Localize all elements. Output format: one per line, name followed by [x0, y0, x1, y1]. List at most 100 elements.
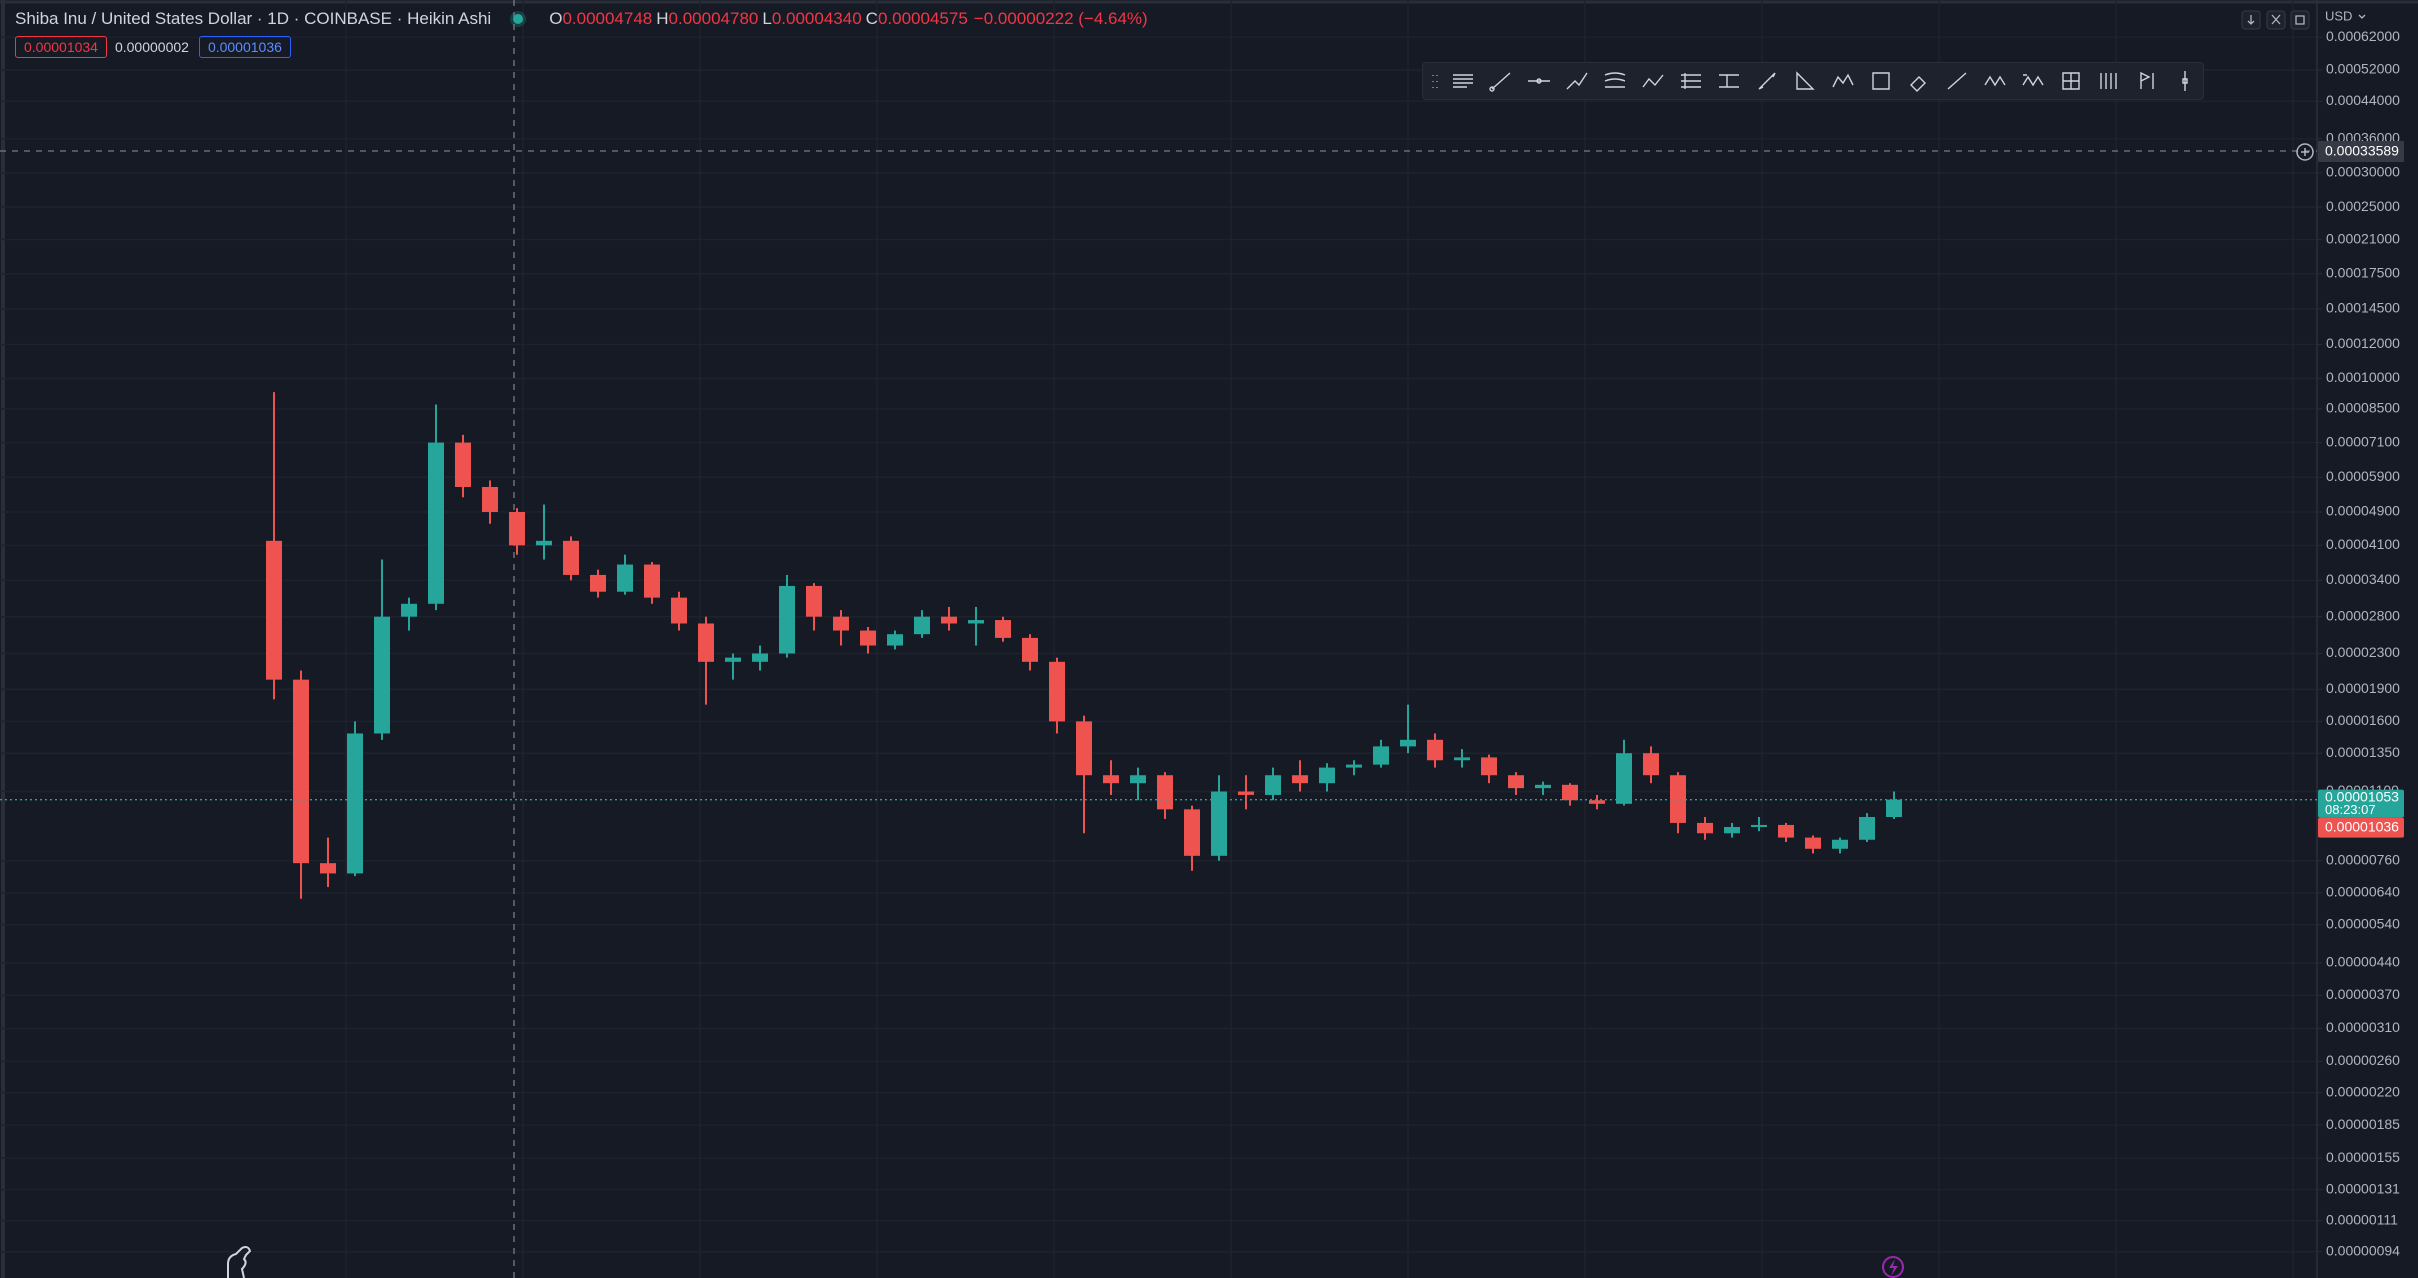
- candle-body: [1373, 746, 1389, 765]
- toolbar-button[interactable]: [1489, 72, 1511, 92]
- y-tick-label: 0.00005900: [2326, 468, 2400, 484]
- y-tick-label: 0.00002800: [2326, 607, 2400, 623]
- plot-background: [0, 0, 2317, 1278]
- candle-body: [1049, 661, 1065, 722]
- toolbar-icon: [1947, 72, 1967, 90]
- candle-body: [1400, 739, 1416, 747]
- toolbar-icon: [1796, 71, 1815, 90]
- spread-badge: 0.00000002: [114, 39, 189, 55]
- y-tick-label: 0.00000370: [2326, 986, 2400, 1002]
- y-tick-label: 0.00000155: [2326, 1149, 2400, 1165]
- logo-icon: [227, 1246, 252, 1278]
- y-tick-label: 0.00002300: [2326, 644, 2400, 660]
- lightning-button[interactable]: [1882, 1256, 1904, 1278]
- toolbar-button[interactable]: [1528, 78, 1550, 84]
- candle-body: [590, 574, 606, 592]
- candle-body: [1103, 775, 1119, 784]
- candle-body: [1157, 775, 1173, 810]
- candle-body: [563, 540, 579, 575]
- candle-body: [347, 733, 363, 874]
- candle-body: [1238, 791, 1254, 795]
- candle-body: [1535, 784, 1551, 789]
- toolbar-button[interactable]: [1604, 72, 1626, 88]
- toolbar-button[interactable]: [1642, 74, 1664, 88]
- candle-body: [617, 564, 633, 592]
- toolbar-button[interactable]: [1832, 73, 1854, 88]
- candle-body: [752, 653, 768, 662]
- toolbar-button[interactable]: [2100, 73, 2117, 89]
- add-alert-button[interactable]: [2296, 143, 2314, 161]
- toolbar-icon: [2062, 72, 2080, 90]
- candle-body: [1454, 757, 1470, 761]
- candle-body: [1076, 721, 1092, 776]
- toolbar-button[interactable]: [1566, 72, 1588, 90]
- toolbar-button[interactable]: [1872, 72, 1890, 90]
- candle-body: [1886, 799, 1902, 817]
- candle-body: [455, 442, 471, 487]
- toolbar-grip: [1432, 75, 1438, 88]
- y-tick-label: 0.00000131: [2326, 1180, 2400, 1196]
- badge-row: 0.00001034 0.00000002 0.00001036: [15, 36, 299, 58]
- toolbar-icon: [1604, 72, 1626, 88]
- toolbar-icon: [1453, 74, 1473, 88]
- toolbar-button[interactable]: [2022, 74, 2044, 87]
- toolbar-button[interactable]: [1758, 72, 1776, 90]
- y-tick-label: 0.00025000: [2326, 198, 2400, 214]
- toolbar-button[interactable]: [1947, 72, 1967, 90]
- y-tick-label: 0.00030000: [2326, 164, 2400, 180]
- y-tick-label: 0.00004100: [2326, 536, 2400, 552]
- y-tick-label: 0.00000094: [2326, 1242, 2400, 1258]
- candle-body: [995, 620, 1011, 638]
- toolbar-button[interactable]: [1910, 76, 1926, 92]
- candle-body: [860, 630, 876, 646]
- add-alert-plus: [2301, 148, 2309, 156]
- y-tick-label: 0.00000310: [2326, 1019, 2400, 1035]
- toolbar-button[interactable]: [1453, 74, 1473, 88]
- toolbar-icon: [2100, 73, 2117, 89]
- candle-body: [1184, 809, 1200, 856]
- candle-body: [320, 863, 336, 874]
- pane-button[interactable]: [2290, 10, 2310, 30]
- candle-body: [1805, 837, 1821, 849]
- toolbar-icon: [1528, 78, 1550, 84]
- toolbar-icon: [2022, 74, 2044, 87]
- buy-badge[interactable]: 0.00001036: [198, 36, 291, 58]
- candle-body: [1022, 637, 1038, 662]
- candle-body: [644, 564, 660, 598]
- toolbar-button[interactable]: [1719, 74, 1739, 88]
- symbol-title[interactable]: Shiba Inu / United States Dollar · 1D · …: [15, 9, 492, 28]
- candle-body: [1589, 800, 1605, 804]
- toolbar-button[interactable]: [1984, 75, 2006, 87]
- candle-body: [1724, 826, 1740, 834]
- y-tick-label: 0.00052000: [2326, 61, 2400, 77]
- bid-price-box: [2318, 817, 2404, 838]
- candle-body: [833, 616, 849, 631]
- toolbar-button[interactable]: [2062, 72, 2080, 90]
- currency-selector[interactable]: USD: [2325, 8, 2352, 23]
- toolbar-button[interactable]: [2140, 71, 2154, 89]
- y-tick-label: 0.00000111: [2326, 1211, 2398, 1227]
- toolbar-icon: [1984, 75, 2006, 87]
- toolbar-icons: [1432, 71, 2188, 92]
- candle-body: [1508, 775, 1524, 789]
- sell-badge[interactable]: 0.00001034: [15, 36, 107, 58]
- candle-body: [698, 623, 714, 662]
- legend-header: Shiba Inu / United States Dollar · 1D · …: [15, 9, 1148, 29]
- candle-body: [1859, 816, 1875, 840]
- candle-body: [1319, 767, 1335, 784]
- candle-body: [671, 597, 687, 624]
- toolbar-button[interactable]: [2182, 71, 2188, 91]
- candle-body: [1481, 757, 1497, 776]
- toolbar-button[interactable]: [1681, 73, 1701, 89]
- bar-countdown: 08:23:07: [2325, 802, 2376, 817]
- candle-body: [1643, 753, 1659, 776]
- y-tick-label: 0.00014500: [2326, 300, 2400, 316]
- candle-body: [293, 679, 309, 864]
- toolbar-button[interactable]: [1796, 71, 1815, 90]
- lightning-icon: [1889, 1259, 1898, 1276]
- y-tick-label: 0.00001900: [2326, 680, 2400, 696]
- candle-body: [914, 616, 930, 635]
- toolbar-icon: [1872, 72, 1890, 90]
